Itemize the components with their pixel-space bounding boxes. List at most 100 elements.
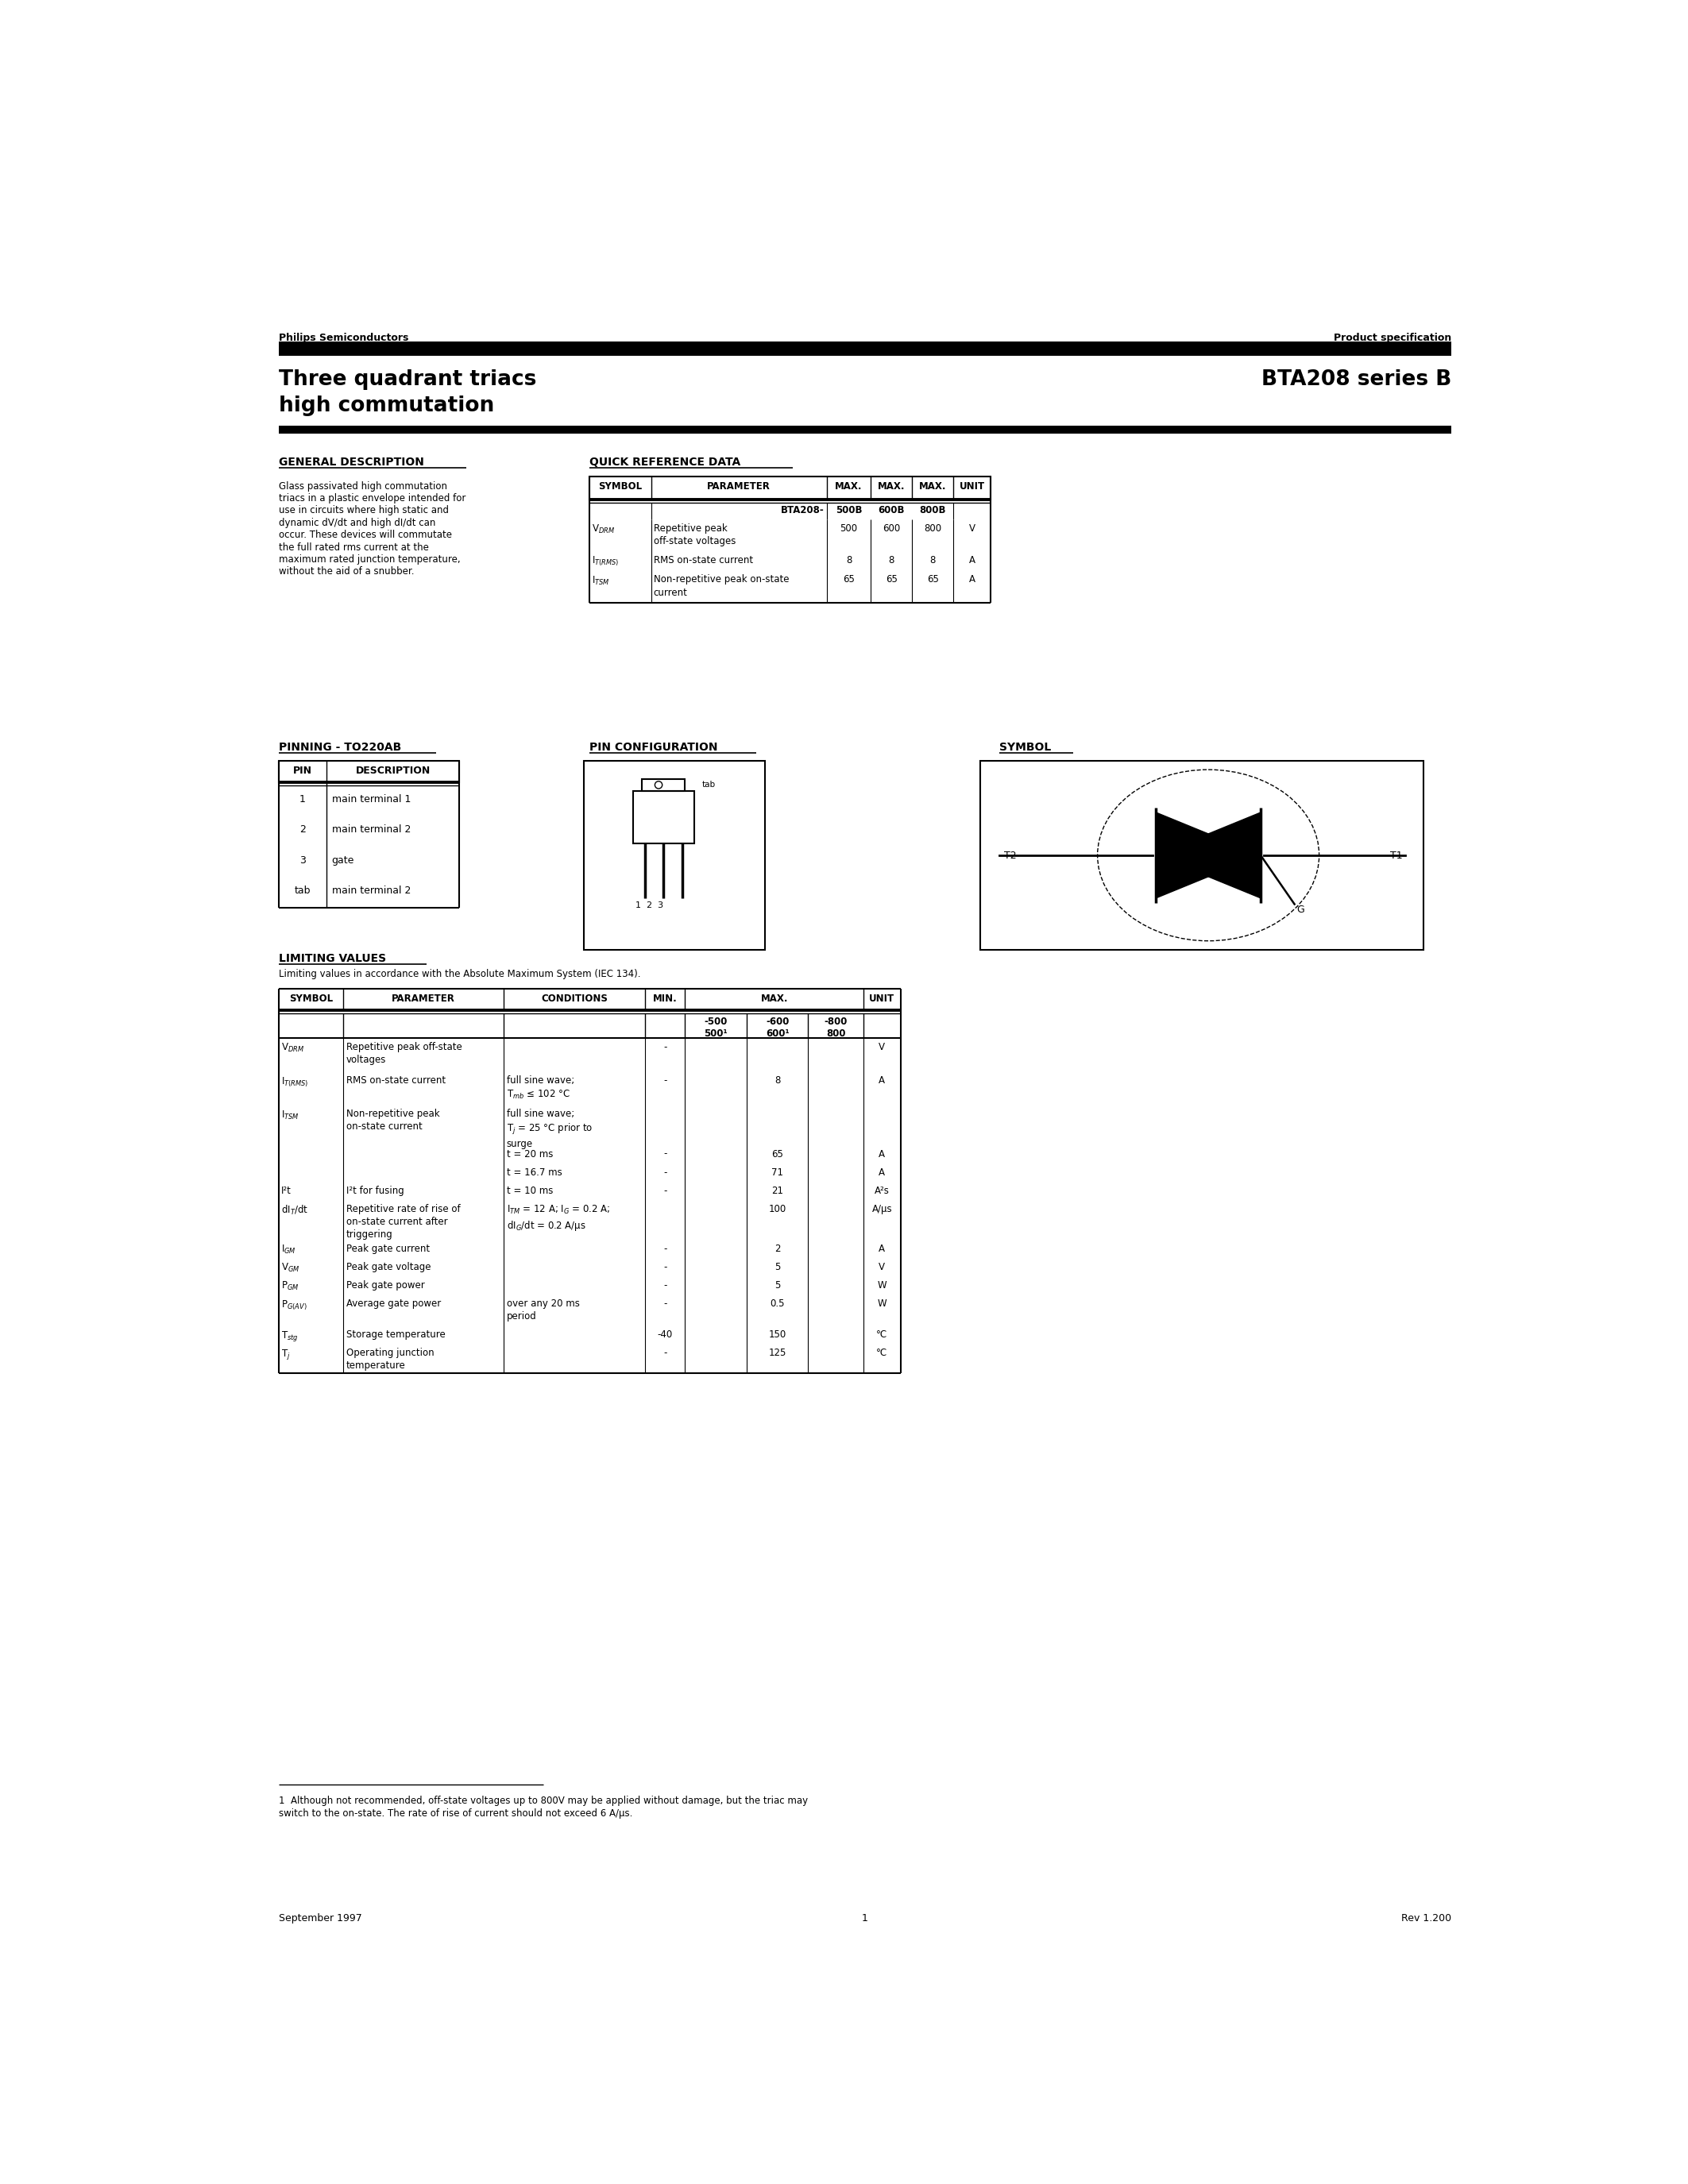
Text: W: W [878,1280,886,1291]
Text: -: - [663,1262,667,1273]
Text: A: A [879,1243,885,1254]
Text: °C: °C [876,1330,888,1339]
Text: 21: 21 [771,1186,783,1197]
Text: 65: 65 [927,574,939,585]
Text: °C: °C [876,1348,888,1358]
Text: Philips Semiconductors: Philips Semiconductors [279,332,408,343]
Text: 65: 65 [771,1149,783,1160]
Text: -: - [663,1348,667,1358]
Text: W: W [878,1299,886,1308]
Text: the full rated rms current at the: the full rated rms current at the [279,542,429,553]
Text: dynamic dV/dt and high dI/dt can: dynamic dV/dt and high dI/dt can [279,518,436,529]
Text: high commutation: high commutation [279,395,495,415]
Text: MAX.: MAX. [918,480,947,491]
Text: A: A [969,555,976,566]
Text: BTA208-: BTA208- [780,505,824,515]
Text: t = 16.7 ms: t = 16.7 ms [506,1166,562,1177]
Text: V$_{DRM}$: V$_{DRM}$ [282,1042,304,1053]
Text: DESCRIPTION: DESCRIPTION [356,764,430,775]
Text: full sine wave;
T$_j$ = 25 °C prior to
surge: full sine wave; T$_j$ = 25 °C prior to s… [506,1109,592,1149]
Text: 800: 800 [923,524,942,533]
Text: 2: 2 [775,1243,780,1254]
Text: I$_{TSM}$: I$_{TSM}$ [282,1109,299,1120]
Text: UNIT: UNIT [869,994,895,1005]
Text: MAX.: MAX. [836,480,863,491]
Text: GENERAL DESCRIPTION: GENERAL DESCRIPTION [279,456,424,467]
Text: A/μs: A/μs [871,1203,893,1214]
Text: over any 20 ms
period: over any 20 ms period [506,1299,579,1321]
Text: SYMBOL: SYMBOL [289,994,333,1005]
Text: G: G [1296,904,1305,915]
Text: 3: 3 [299,856,306,865]
Text: PARAMETER: PARAMETER [707,480,771,491]
Text: Peak gate current: Peak gate current [346,1243,430,1254]
Text: RMS on-state current: RMS on-state current [653,555,753,566]
Text: 600B: 600B [878,505,905,515]
Text: tab: tab [702,780,716,788]
Bar [279,341,1452,356]
Text: 150: 150 [768,1330,787,1339]
Text: main terminal 2: main terminal 2 [331,887,410,895]
Bar [584,760,765,950]
Text: 800B: 800B [920,505,945,515]
Text: September 1997: September 1997 [279,1913,361,1924]
Text: 5: 5 [775,1262,780,1273]
Text: 0.5: 0.5 [770,1299,785,1308]
Text: Limiting values in accordance with the Absolute Maximum System (IEC 134).: Limiting values in accordance with the A… [279,970,640,978]
Text: 500: 500 [841,524,858,533]
Text: -: - [663,1149,667,1160]
Text: I$_{GM}$: I$_{GM}$ [282,1243,295,1256]
Text: use in circuits where high static and: use in circuits where high static and [279,505,449,515]
Text: 2: 2 [299,826,306,834]
Text: t = 20 ms: t = 20 ms [506,1149,554,1160]
Bar [981,760,1423,950]
Text: -: - [663,1280,667,1291]
Text: T2: T2 [1004,850,1016,860]
Text: -: - [663,1243,667,1254]
Text: UNIT: UNIT [959,480,984,491]
Text: QUICK REFERENCE DATA: QUICK REFERENCE DATA [589,456,741,467]
Text: -500
500¹: -500 500¹ [704,1018,728,1040]
Text: 600: 600 [883,524,900,533]
Text: 8: 8 [775,1075,780,1085]
Text: 5: 5 [775,1280,780,1291]
Text: 125: 125 [768,1348,787,1358]
Text: T$_j$: T$_j$ [282,1348,290,1361]
Text: PIN CONFIGURATION: PIN CONFIGURATION [589,743,717,753]
Text: PARAMETER: PARAMETER [392,994,456,1005]
Text: T1: T1 [1389,850,1403,860]
Text: 8: 8 [930,555,935,566]
Text: BTA208 series B: BTA208 series B [1261,369,1452,389]
Text: V$_{GM}$: V$_{GM}$ [282,1262,300,1273]
Text: MIN.: MIN. [653,994,677,1005]
Text: V: V [879,1262,885,1273]
Text: Peak gate power: Peak gate power [346,1280,425,1291]
Text: P$_{G(AV)}$: P$_{G(AV)}$ [282,1299,307,1313]
Text: I²t: I²t [282,1186,292,1197]
Text: PIN: PIN [294,764,312,775]
Text: without the aid of a snubber.: without the aid of a snubber. [279,566,414,577]
Text: main terminal 2: main terminal 2 [331,826,410,834]
Text: -: - [663,1166,667,1177]
Text: tab: tab [295,887,311,895]
Text: -800
800: -800 800 [824,1018,847,1040]
Text: Three quadrant triacs: Three quadrant triacs [279,369,537,389]
Text: Repetitive rate of rise of
on-state current after
triggering: Repetitive rate of rise of on-state curr… [346,1203,461,1241]
Text: -40: -40 [657,1330,672,1339]
Text: 1  2  3: 1 2 3 [636,902,663,909]
Text: -600
600¹: -600 600¹ [766,1018,790,1040]
Text: I$_{T(RMS)}$: I$_{T(RMS)}$ [282,1075,309,1088]
Text: 1: 1 [299,795,306,804]
Bar [589,476,991,500]
Text: Rev 1.200: Rev 1.200 [1401,1913,1452,1924]
Text: -: - [663,1075,667,1085]
Text: Non-repetitive peak on-state
current: Non-repetitive peak on-state current [653,574,788,598]
Text: A: A [879,1075,885,1085]
Text: 8: 8 [888,555,895,566]
Text: maximum rated junction temperature,: maximum rated junction temperature, [279,555,461,566]
Polygon shape [1156,812,1261,898]
Text: MAX.: MAX. [878,480,905,491]
Bar [641,780,685,791]
Text: MAX.: MAX. [761,994,788,1005]
Text: full sine wave;
T$_{mb}$ ≤ 102 °C: full sine wave; T$_{mb}$ ≤ 102 °C [506,1075,574,1101]
